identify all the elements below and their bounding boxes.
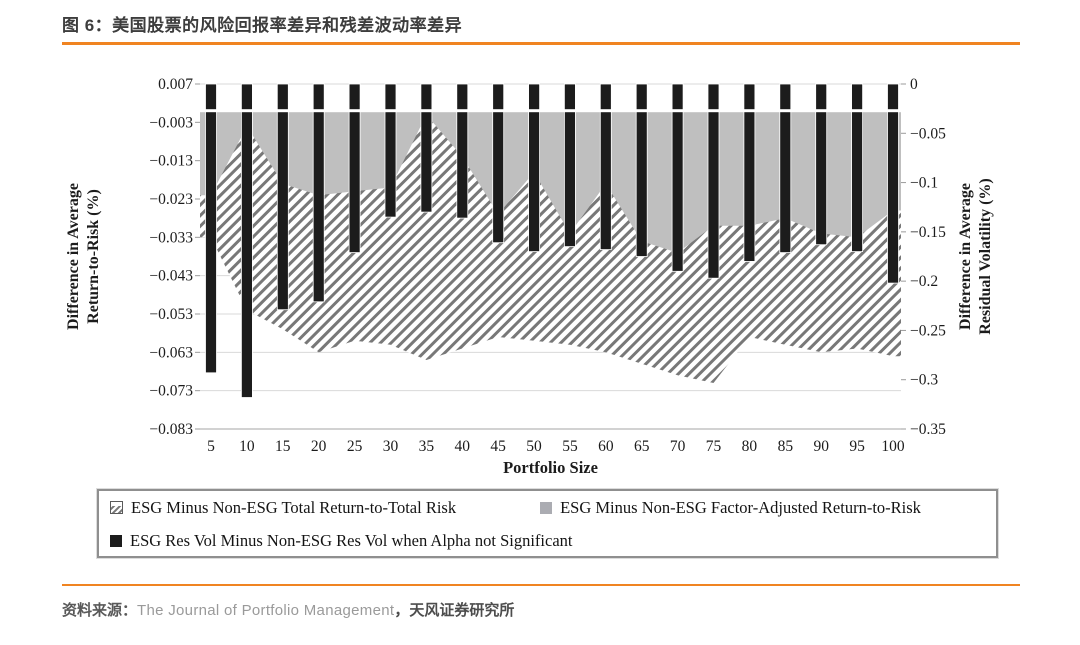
bar-res-vol	[420, 83, 433, 213]
legend-label-res-vol: ESG Res Vol Minus Non-ESG Res Vol when A…	[130, 530, 573, 550]
bar-res-vol	[384, 83, 397, 218]
bar-res-vol	[528, 83, 540, 253]
legend-item-factor-adjusted: ESG Minus Non-ESG Factor-Adjusted Return…	[540, 498, 921, 518]
bar-res-vol	[635, 83, 648, 257]
x-axis-tick-label: 85	[778, 438, 794, 455]
bar-res-vol	[851, 83, 863, 253]
right-axis-tick-label: −0.15	[910, 224, 946, 241]
right-axis-title-line2: Residual Volatility (%)	[977, 178, 994, 334]
x-axis-tick-label: 25	[347, 438, 363, 455]
left-axis-tick-label: −0.043	[149, 268, 193, 285]
source-prefix: 资料来源：	[62, 602, 138, 619]
left-axis-tick-label: −0.053	[149, 306, 193, 323]
x-axis-tick-label: 30	[383, 438, 399, 455]
right-axis-title-line1: Difference in Average	[957, 183, 974, 330]
x-axis-tick-label: 75	[706, 438, 722, 455]
right-axis-tick-label: 0	[910, 76, 918, 93]
left-axis-title-line2: Return-to-Risk (%)	[85, 189, 102, 324]
left-axis-tick-label: −0.023	[149, 191, 193, 208]
bar-res-vol	[276, 83, 289, 311]
left-axis-tick-label: −0.063	[149, 344, 193, 361]
bar-res-vol	[887, 83, 899, 284]
bar-res-vol	[707, 83, 720, 279]
x-axis-tick-label: 65	[634, 438, 650, 455]
title-divider	[62, 42, 1020, 45]
left-axis-tick-label: −0.033	[149, 229, 193, 246]
right-axis-tick-label: −0.25	[910, 322, 946, 339]
bar-res-vol	[456, 83, 469, 219]
legend-row-2: ESG Res Vol Minus Non-ESG Res Vol when A…	[99, 524, 996, 557]
source-divider	[62, 584, 1020, 586]
left-axis-tick-label: −0.083	[149, 421, 193, 438]
bar-res-vol	[240, 83, 253, 398]
x-axis-tick-label: 95	[849, 438, 865, 455]
bar-res-vol	[492, 83, 505, 244]
source-journal: The Journal of Portfolio Management	[137, 602, 395, 619]
right-axis-tick-label: −0.1	[910, 175, 938, 192]
x-axis-tick-label: 90	[813, 438, 829, 455]
right-axis-tick-label: −0.35	[910, 421, 946, 438]
right-axis-tick-label: −0.2	[910, 273, 938, 290]
source-line: 资料来源：The Journal of Portfolio Management…	[62, 599, 514, 620]
x-axis-tick-label: 60	[598, 438, 614, 455]
x-axis-tick-label: 45	[490, 438, 506, 455]
x-axis-tick-label: 20	[311, 438, 327, 455]
legend-item-res-vol: ESG Res Vol Minus Non-ESG Res Vol when A…	[110, 531, 572, 551]
x-axis-tick-label: 100	[881, 438, 905, 455]
black-swatch-icon	[110, 534, 122, 547]
bar-res-vol	[564, 83, 576, 248]
x-axis-tick-label: 40	[455, 438, 471, 455]
right-axis-tick-label: −0.3	[910, 372, 938, 389]
zero-line-stripe	[200, 109, 901, 113]
bar-res-vol	[671, 83, 684, 272]
bar-res-vol	[312, 83, 325, 303]
area-total-return-to-risk	[200, 110, 901, 384]
chart-legend: ESG Minus Non-ESG Total Return-to-Total …	[97, 489, 998, 558]
figure-title: 图 6：美国股票的风险回报率差异和残差波动率差异	[62, 16, 463, 35]
x-axis-tick-label: 80	[742, 438, 758, 455]
bar-res-vol	[348, 83, 361, 254]
source-suffix: ，天风证券研究所	[394, 602, 515, 619]
area-factor-adjusted	[200, 110, 901, 253]
x-axis-title: Portfolio Size	[503, 458, 598, 477]
bar-res-vol	[779, 83, 792, 254]
legend-label-total-risk: ESG Minus Non-ESG Total Return-to-Total …	[131, 497, 457, 517]
x-axis-tick-label: 15	[275, 438, 291, 455]
left-axis-tick-label: −0.073	[149, 383, 193, 400]
left-axis-title-line1: Difference in Average	[65, 183, 82, 330]
hatched-swatch-icon	[110, 501, 123, 514]
bar-res-vol	[205, 83, 217, 374]
legend-label-factor-adjusted: ESG Minus Non-ESG Factor-Adjusted Return…	[560, 497, 921, 517]
left-axis-tick-label: 0.007	[158, 76, 193, 93]
right-axis-tick-label: −0.05	[910, 125, 946, 142]
gray-swatch-icon	[540, 501, 553, 514]
x-axis-tick-label: 70	[670, 438, 686, 455]
legend-item-total-risk: ESG Minus Non-ESG Total Return-to-Total …	[110, 498, 456, 518]
left-axis-tick-label: −0.013	[149, 153, 193, 170]
bar-res-vol	[743, 83, 756, 262]
x-axis-tick-label: 35	[419, 438, 435, 455]
x-axis-tick-label: 10	[239, 438, 255, 455]
legend-row-1: ESG Minus Non-ESG Total Return-to-Total …	[99, 491, 996, 524]
left-axis-tick-label: −0.003	[149, 114, 193, 131]
x-axis-tick-label: 50	[526, 438, 542, 455]
hatch-pattern-icon	[111, 503, 122, 513]
x-axis-tick-label: 55	[562, 438, 578, 455]
bar-res-vol	[599, 83, 612, 251]
x-axis-tick-label: 5	[207, 438, 215, 455]
bar-res-vol	[815, 83, 828, 246]
